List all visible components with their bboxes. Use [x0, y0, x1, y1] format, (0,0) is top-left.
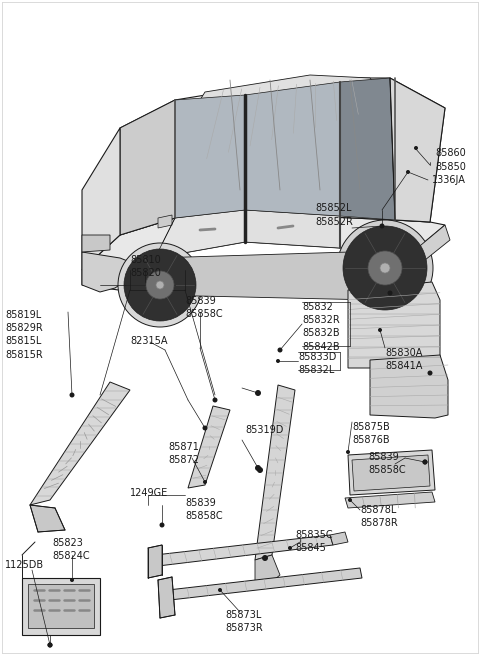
Polygon shape [390, 78, 445, 222]
Circle shape [406, 170, 410, 174]
Polygon shape [120, 100, 195, 235]
Circle shape [288, 546, 292, 550]
Polygon shape [158, 577, 175, 618]
Polygon shape [255, 385, 295, 560]
Polygon shape [155, 250, 415, 300]
Circle shape [255, 390, 261, 396]
Polygon shape [370, 355, 448, 418]
Circle shape [337, 220, 433, 316]
Polygon shape [415, 225, 450, 268]
Circle shape [255, 465, 261, 471]
Text: 85835C
85845: 85835C 85845 [295, 530, 333, 553]
Circle shape [146, 271, 174, 299]
Text: 85878L
85878R: 85878L 85878R [360, 505, 398, 528]
Circle shape [380, 223, 384, 229]
Circle shape [422, 460, 428, 464]
Polygon shape [175, 95, 245, 218]
Polygon shape [255, 555, 280, 585]
Circle shape [257, 467, 263, 473]
Polygon shape [245, 210, 340, 248]
Polygon shape [148, 545, 162, 578]
Circle shape [380, 263, 390, 273]
Circle shape [70, 392, 74, 398]
Text: 85810
85820: 85810 85820 [130, 255, 161, 278]
Polygon shape [185, 75, 390, 195]
Circle shape [156, 281, 164, 289]
Circle shape [218, 588, 222, 592]
Polygon shape [82, 210, 445, 295]
Polygon shape [168, 568, 362, 600]
Circle shape [414, 146, 418, 150]
Text: 85839
85858C: 85839 85858C [368, 452, 406, 475]
Text: 85839
85858C: 85839 85858C [185, 498, 223, 521]
Circle shape [378, 328, 382, 332]
Text: 85830A
85841A: 85830A 85841A [385, 348, 422, 371]
Polygon shape [30, 382, 130, 505]
Text: 82315A: 82315A [130, 336, 168, 346]
Polygon shape [82, 252, 130, 292]
Text: 85823
85824C: 85823 85824C [52, 538, 90, 561]
Text: 85319D: 85319D [245, 425, 283, 435]
Circle shape [343, 226, 427, 310]
Circle shape [118, 243, 202, 327]
Polygon shape [345, 492, 435, 508]
Polygon shape [352, 455, 430, 491]
Polygon shape [82, 235, 110, 252]
Circle shape [213, 398, 217, 403]
Circle shape [276, 359, 280, 363]
Text: 85873L
85873R: 85873L 85873R [225, 610, 263, 633]
Text: 85819L
85829R
85815L
85815R: 85819L 85829R 85815L 85815R [5, 310, 43, 360]
Text: 85860
85850: 85860 85850 [435, 149, 466, 172]
Polygon shape [155, 210, 245, 258]
Circle shape [159, 523, 165, 527]
Circle shape [348, 498, 352, 502]
Text: 1336JA: 1336JA [432, 175, 466, 185]
Polygon shape [330, 532, 348, 545]
Polygon shape [82, 128, 120, 270]
Text: 85875B
85876B: 85875B 85876B [352, 422, 390, 445]
Circle shape [70, 578, 74, 582]
Polygon shape [28, 584, 94, 628]
Text: 85839
85858C: 85839 85858C [185, 296, 223, 319]
Polygon shape [158, 215, 172, 228]
Polygon shape [155, 535, 333, 566]
Polygon shape [30, 505, 65, 532]
Text: 85852L
85852R: 85852L 85852R [315, 204, 353, 227]
Polygon shape [348, 282, 440, 368]
Polygon shape [188, 406, 230, 488]
Circle shape [422, 460, 428, 464]
Polygon shape [245, 82, 340, 216]
Circle shape [48, 643, 52, 648]
Polygon shape [22, 578, 100, 635]
Text: 85832
85832R
85832B
85842B: 85832 85832R 85832B 85842B [302, 302, 340, 352]
Circle shape [262, 555, 268, 561]
Text: 85833D
85832L: 85833D 85832L [298, 352, 336, 375]
Circle shape [124, 249, 196, 321]
Circle shape [203, 426, 207, 430]
Circle shape [387, 291, 393, 295]
Text: 1125DB: 1125DB [5, 560, 44, 570]
Circle shape [277, 348, 283, 352]
Circle shape [428, 371, 432, 375]
Circle shape [368, 251, 402, 285]
Circle shape [346, 450, 350, 454]
Text: 85871
85872: 85871 85872 [168, 442, 199, 465]
Polygon shape [340, 78, 395, 220]
Polygon shape [348, 450, 435, 495]
Polygon shape [120, 78, 445, 235]
Circle shape [203, 480, 207, 484]
Circle shape [48, 643, 52, 648]
Text: 1249GE: 1249GE [130, 488, 168, 498]
